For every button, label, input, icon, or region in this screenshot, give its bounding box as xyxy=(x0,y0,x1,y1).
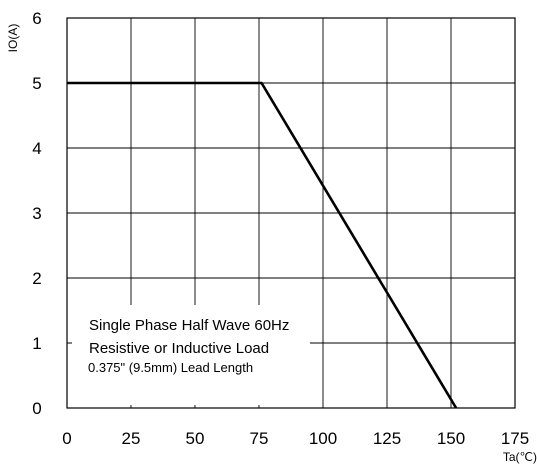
y-tick-label-2: 2 xyxy=(32,269,41,288)
annotation-line-2: Resistive or Inductive Load xyxy=(89,340,269,357)
annotation-line-3: 0.375" (9.5mm) Lead Length xyxy=(88,360,253,375)
x-tick-label-3: 75 xyxy=(250,429,269,448)
x-tick-label-6: 150 xyxy=(437,429,465,448)
x-tick-label-5: 125 xyxy=(373,429,401,448)
annotation-box xyxy=(72,305,310,405)
y-tick-label-0: 0 xyxy=(32,399,41,418)
y-tick-label-1: 1 xyxy=(32,334,41,353)
y-tick-label-4: 4 xyxy=(32,139,41,158)
x-tick-labels: 0 25 50 75 100 125 150 175 xyxy=(62,429,529,448)
x-tick-label-7: 175 xyxy=(501,429,529,448)
y-tick-label-6: 6 xyxy=(32,9,41,28)
x-tick-label-1: 25 xyxy=(122,429,141,448)
x-axis-title: Ta(℃) xyxy=(503,450,537,464)
series-line-0 xyxy=(67,81,458,409)
y-tick-labels: 0 1 2 3 4 5 6 xyxy=(32,9,41,418)
y-tick-label-5: 5 xyxy=(32,74,41,93)
x-tick-label-0: 0 xyxy=(62,429,71,448)
x-tick-label-2: 50 xyxy=(186,429,205,448)
x-tick-label-4: 100 xyxy=(309,429,337,448)
annotation-line-1: Single Phase Half Wave 60Hz xyxy=(89,317,289,334)
series-marks xyxy=(67,81,458,409)
y-axis-title: IO(A) xyxy=(6,24,20,53)
y-tick-label-3: 3 xyxy=(32,204,41,223)
